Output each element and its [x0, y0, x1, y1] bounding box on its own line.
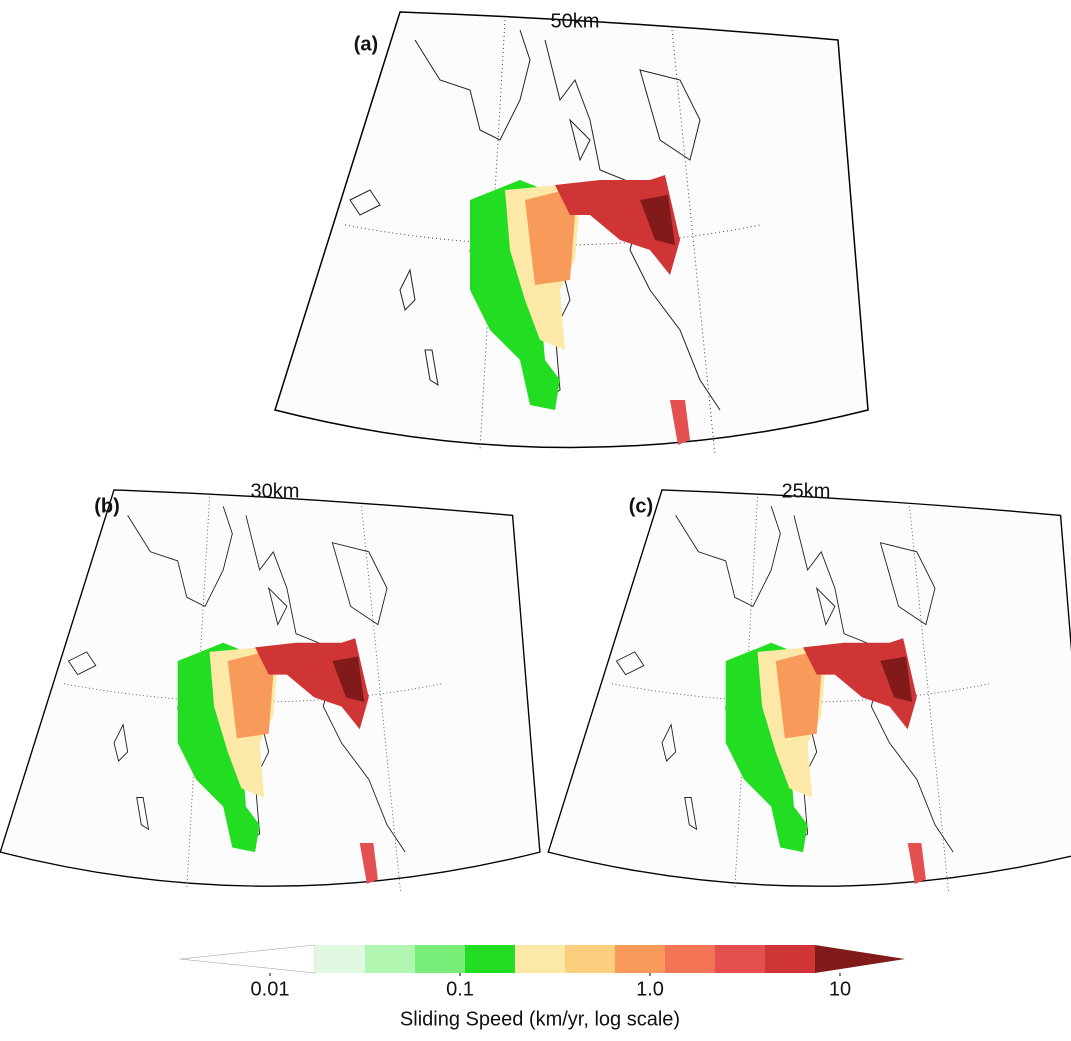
colorbar-tick-label: 0.01	[251, 978, 290, 1000]
map-panel-b	[0, 489, 541, 894]
colorbar-segment	[315, 945, 366, 973]
colorbar-extend-high	[815, 945, 905, 973]
map-panel-a	[274, 11, 869, 456]
colorbar-segment	[765, 945, 816, 973]
map-panel-c	[547, 489, 1071, 894]
colorbar-segment	[615, 945, 666, 973]
colorbar-segment	[465, 945, 516, 973]
panel-label: (a)	[354, 33, 378, 55]
panel-label: (b)	[94, 495, 120, 517]
colorbar-segment	[665, 945, 716, 973]
colorbar-tick-label: 1.0	[636, 978, 664, 1000]
colorbar-extend-low	[179, 944, 316, 974]
panel-label: (c)	[629, 495, 653, 517]
colorbar-segment	[415, 945, 466, 973]
panel-title: 30km	[251, 480, 300, 502]
colorbar-segment	[365, 945, 416, 973]
colorbar-segment	[515, 945, 566, 973]
colorbar-tick-label: 0.1	[446, 978, 474, 1000]
colorbar-segment	[715, 945, 766, 973]
panel-title: 50km	[551, 10, 600, 32]
colorbar-segment	[565, 945, 616, 973]
panel-title: 25km	[782, 480, 831, 502]
colorbar-label: Sliding Speed (km/yr, log scale)	[400, 1008, 680, 1030]
colorbar-tick-label: 10	[829, 978, 851, 1000]
